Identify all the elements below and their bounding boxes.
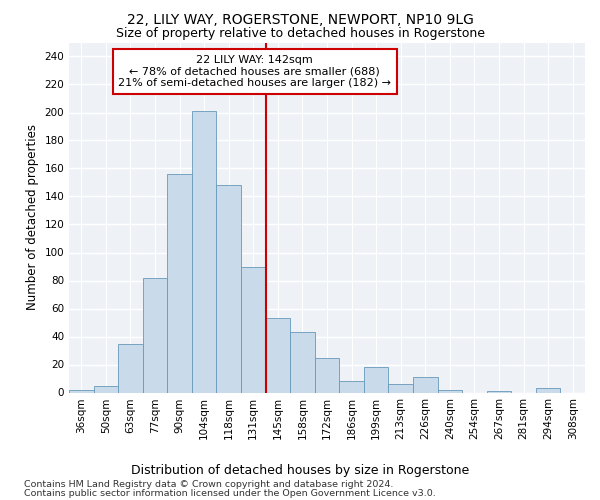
Bar (167, 174, 192, 392)
Bar (364, 368, 388, 392)
Bar (290, 332, 315, 392)
Bar (266, 318, 290, 392)
Text: 22, LILY WAY, ROGERSTONE, NEWPORT, NP10 9LG: 22, LILY WAY, ROGERSTONE, NEWPORT, NP10 … (127, 12, 473, 26)
Bar (315, 358, 339, 392)
Bar (241, 266, 266, 392)
Bar (217, 186, 241, 392)
Text: Size of property relative to detached houses in Rogerstone: Size of property relative to detached ho… (115, 28, 485, 40)
Bar (339, 382, 364, 392)
Bar (536, 388, 560, 392)
Bar (143, 278, 167, 392)
Y-axis label: Number of detached properties: Number of detached properties (26, 124, 39, 310)
Bar (388, 384, 413, 392)
Bar (118, 344, 143, 392)
Text: Contains public sector information licensed under the Open Government Licence v3: Contains public sector information licen… (24, 489, 436, 498)
Bar (94, 386, 118, 392)
Bar (437, 390, 462, 392)
Text: Contains HM Land Registry data © Crown copyright and database right 2024.: Contains HM Land Registry data © Crown c… (24, 480, 394, 489)
Bar (192, 111, 217, 392)
Text: Distribution of detached houses by size in Rogerstone: Distribution of detached houses by size … (131, 464, 469, 477)
Bar (413, 377, 437, 392)
Bar (487, 391, 511, 392)
Text: 22 LILY WAY: 142sqm
← 78% of detached houses are smaller (688)
21% of semi-detac: 22 LILY WAY: 142sqm ← 78% of detached ho… (118, 54, 391, 88)
Bar (69, 390, 94, 392)
